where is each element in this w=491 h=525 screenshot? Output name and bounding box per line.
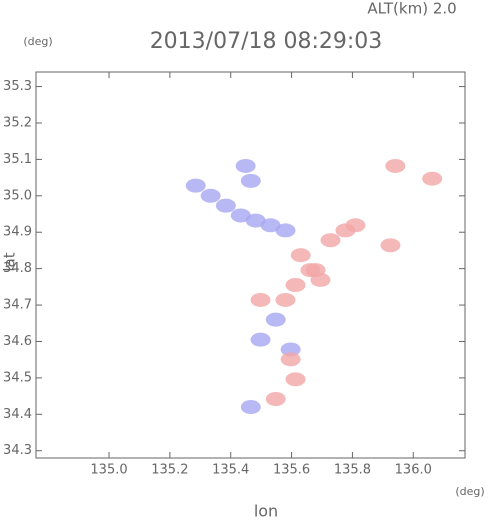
x-tick-label: 135.4 — [212, 463, 249, 478]
y-tick-label: 35.0 — [3, 188, 32, 203]
y-tick-label: 35.1 — [3, 152, 32, 167]
y-tick-label: 34.9 — [3, 225, 32, 240]
x-tick-label: 135.8 — [334, 463, 371, 478]
echo-cell — [290, 248, 311, 263]
echo-cell — [250, 292, 271, 307]
plot-frame — [35, 71, 466, 459]
echo-cell — [380, 238, 401, 253]
echo-cell — [320, 233, 341, 248]
echo-cell — [215, 198, 236, 213]
echo-cell — [185, 178, 206, 193]
x-unit: (deg) — [455, 485, 484, 498]
y-tick-label: 34.5 — [3, 370, 32, 385]
echo-cell — [275, 223, 296, 238]
y-label: lat — [1, 252, 19, 271]
echo-cell — [305, 263, 326, 278]
x-tick-label: 135.2 — [151, 463, 188, 478]
y-unit: (deg) — [23, 35, 52, 48]
echo-cell — [285, 372, 306, 387]
echo-cell — [422, 171, 443, 186]
echo-cell — [265, 392, 286, 407]
x-tick-label: 135.0 — [90, 463, 127, 478]
echo-cell — [275, 292, 296, 307]
echo-cell — [240, 173, 261, 188]
echo-cell — [345, 218, 366, 233]
y-tick-label: 34.3 — [3, 443, 32, 458]
echo-cell — [200, 188, 221, 203]
y-tick-label: 34.8 — [3, 261, 32, 276]
echo-cell — [245, 213, 266, 228]
echo-cell — [385, 158, 406, 173]
echo-cell — [280, 352, 301, 367]
echo-cell — [285, 278, 306, 293]
echo-cell — [265, 312, 286, 327]
y-tick-label: 34.6 — [3, 334, 32, 349]
y-tick-label: 35.2 — [3, 115, 32, 130]
echo-cell — [280, 342, 301, 357]
echo-cell — [260, 218, 281, 233]
x-tick-label: 135.6 — [273, 463, 310, 478]
echo-cell — [250, 332, 271, 347]
echo-cell — [240, 400, 261, 415]
y-tick-label: 34.7 — [3, 298, 32, 313]
y-tick-label: 34.4 — [3, 407, 32, 422]
echo-cell — [235, 158, 256, 173]
x-tick-label: 136.0 — [395, 463, 432, 478]
altitude: ALT(km) 2.0 — [367, 0, 456, 18]
echo-cell — [230, 208, 251, 223]
x-label: lon — [254, 502, 278, 521]
chart-title: 2013/07/18 08:29:03 — [150, 29, 383, 54]
y-tick-label: 35.3 — [3, 79, 32, 94]
